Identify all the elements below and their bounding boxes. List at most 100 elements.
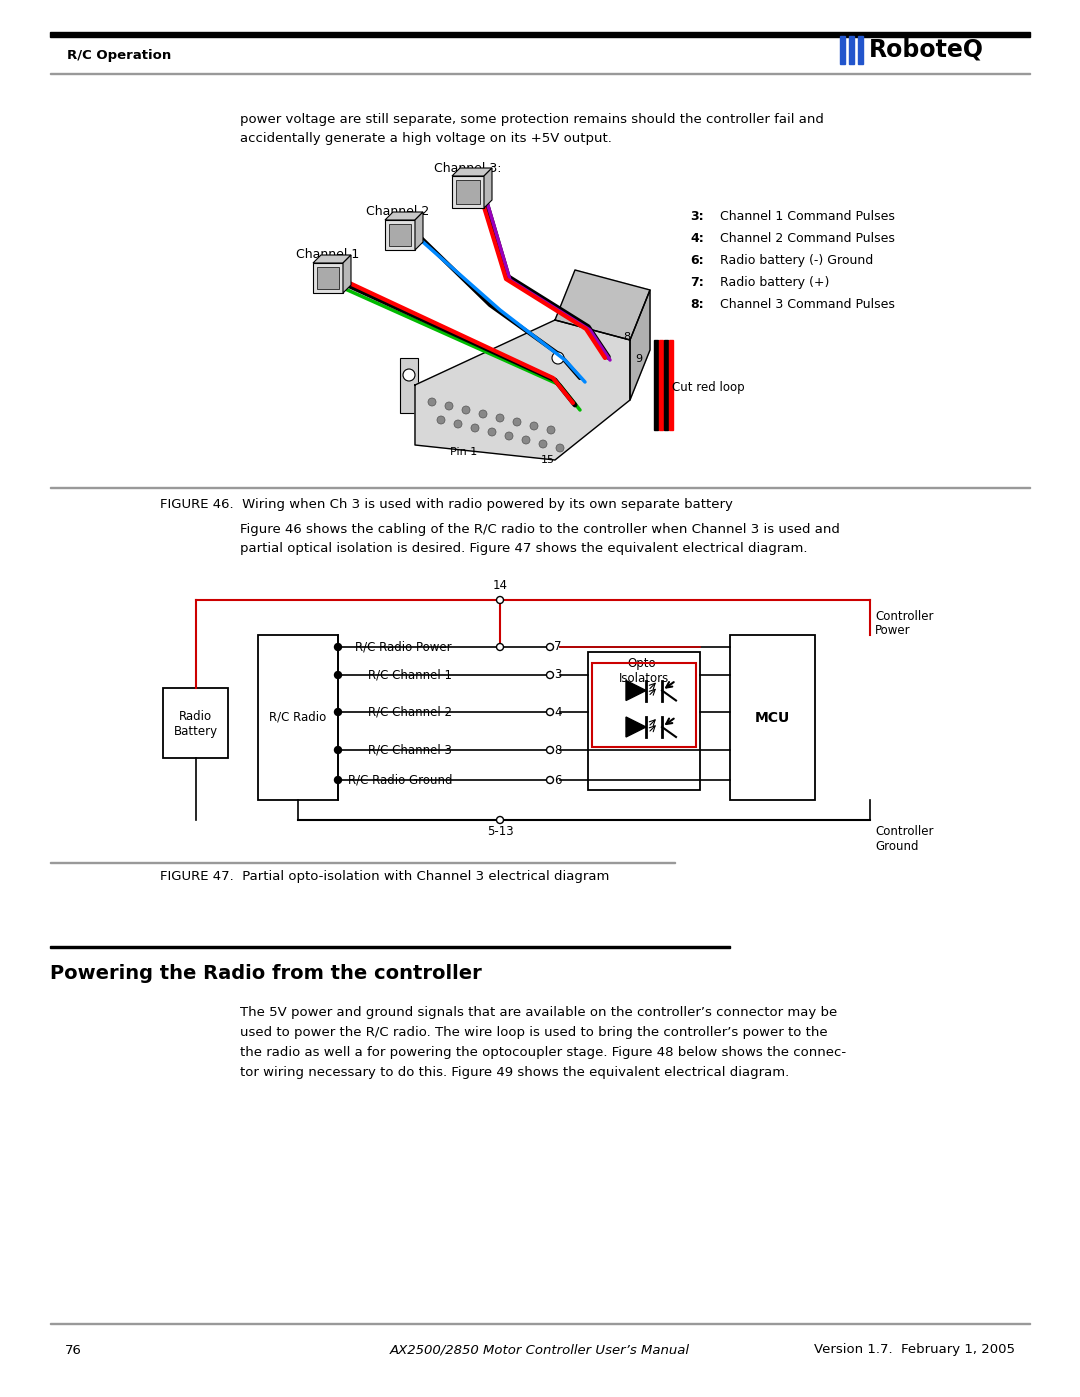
Text: the radio as well a for powering the optocoupler stage. Figure 48 below shows th: the radio as well a for powering the opt… [240,1046,846,1059]
Bar [400,358,418,414]
Polygon shape [484,168,492,208]
Bar [654,339,658,430]
Circle shape [552,352,564,365]
Circle shape [539,440,546,448]
Text: Opto-: Opto- [627,658,661,671]
Text: 6: 6 [554,774,562,787]
Text: Controller: Controller [875,826,933,838]
Text: power voltage are still separate, some protection remains should the controller : power voltage are still separate, some p… [240,113,824,126]
Text: 14: 14 [492,578,508,592]
Polygon shape [626,717,646,738]
Bar [840,36,845,64]
Text: 4:: 4: [690,232,704,244]
Text: R/C Operation: R/C Operation [67,49,172,63]
Circle shape [471,425,480,432]
Text: Channel 1 Command Pulses: Channel 1 Command Pulses [720,210,895,224]
Text: Battery: Battery [174,725,217,739]
Bar [659,339,663,430]
Circle shape [403,369,415,381]
Text: Channel 3:: Channel 3: [434,162,502,175]
Circle shape [546,777,554,784]
Circle shape [335,777,341,784]
Text: Controller: Controller [875,610,933,623]
Text: 6:: 6: [690,254,704,267]
Text: accidentally generate a high voltage on its +5V output.: accidentally generate a high voltage on … [240,131,612,145]
Text: 3:: 3: [690,210,704,224]
Text: R/C Channel 3: R/C Channel 3 [368,743,453,757]
Circle shape [454,420,462,427]
Bar [592,664,696,747]
Bar [258,636,338,800]
Text: Cut red loop: Cut red loop [672,380,744,394]
Circle shape [546,644,554,651]
Text: 7:: 7: [690,277,704,289]
Bar [549,339,567,395]
Text: Channel 2 Command Pulses: Channel 2 Command Pulses [720,232,895,244]
Text: 8:: 8: [690,298,704,312]
Bar [163,687,228,759]
Bar [669,339,673,430]
Text: Ground: Ground [875,840,918,854]
Circle shape [497,597,503,604]
Bar [588,652,700,789]
Text: 76: 76 [65,1344,82,1356]
Circle shape [497,644,503,651]
Text: The 5V power and ground signals that are available on the controller’s connector: The 5V power and ground signals that are… [240,1006,837,1018]
Circle shape [505,432,513,440]
Circle shape [437,416,445,425]
Text: R/C Channel 1: R/C Channel 1 [368,669,453,682]
Polygon shape [343,256,351,293]
Polygon shape [453,176,484,208]
Text: Pin 1: Pin 1 [450,447,477,457]
Text: Radio battery (-) Ground: Radio battery (-) Ground [720,254,874,267]
Text: 9: 9 [635,353,643,365]
Circle shape [428,398,436,407]
Text: 5-13: 5-13 [487,826,513,838]
Circle shape [522,436,530,444]
Circle shape [445,402,453,409]
Circle shape [335,708,341,715]
Text: tor wiring necessary to do this. Figure 49 shows the equivalent electrical diagr: tor wiring necessary to do this. Figure … [240,1066,789,1078]
Circle shape [546,672,554,679]
Polygon shape [384,219,415,250]
Text: RoboteQ: RoboteQ [869,38,984,61]
Bar [50,946,730,947]
Text: 7: 7 [554,640,562,654]
Circle shape [462,407,470,414]
Text: 8: 8 [554,743,562,757]
Text: FIGURE 46.  Wiring when Ch 3 is used with radio powered by its own separate batt: FIGURE 46. Wiring when Ch 3 is used with… [160,497,733,511]
Polygon shape [415,320,630,460]
Text: R/C Radio Power: R/C Radio Power [355,640,453,654]
Circle shape [496,414,504,422]
Bar [730,636,815,800]
Text: Channel 1: Channel 1 [296,249,360,261]
Bar [389,224,411,246]
Circle shape [335,746,341,753]
Polygon shape [453,168,492,176]
Polygon shape [415,212,423,250]
Text: Radio: Radio [179,711,212,724]
Text: FIGURE 47.  Partial opto-isolation with Channel 3 electrical diagram: FIGURE 47. Partial opto-isolation with C… [160,870,609,883]
Bar [849,36,854,64]
Bar [50,32,1030,36]
Bar [456,180,480,204]
Text: 4: 4 [554,705,562,718]
Text: Power: Power [875,624,910,637]
Circle shape [335,644,341,651]
Text: R/C Radio: R/C Radio [269,711,326,724]
Text: partial optical isolation is desired. Figure 47 shows the equivalent electrical : partial optical isolation is desired. Fi… [240,542,808,555]
Text: R/C Radio Ground: R/C Radio Ground [348,774,453,787]
Bar [318,267,339,289]
Text: R/C Channel 2: R/C Channel 2 [368,705,453,718]
Text: Channel 2: Channel 2 [366,205,430,218]
Bar [858,36,863,64]
Text: used to power the R/C radio. The wire loop is used to bring the controller’s pow: used to power the R/C radio. The wire lo… [240,1025,827,1039]
Text: 8: 8 [623,332,630,342]
Circle shape [556,444,564,453]
Polygon shape [555,270,650,339]
Text: MCU: MCU [755,711,791,725]
Bar [664,339,669,430]
Text: 3: 3 [554,669,562,682]
Text: 15: 15 [541,455,555,465]
Text: Radio battery (+): Radio battery (+) [720,277,829,289]
